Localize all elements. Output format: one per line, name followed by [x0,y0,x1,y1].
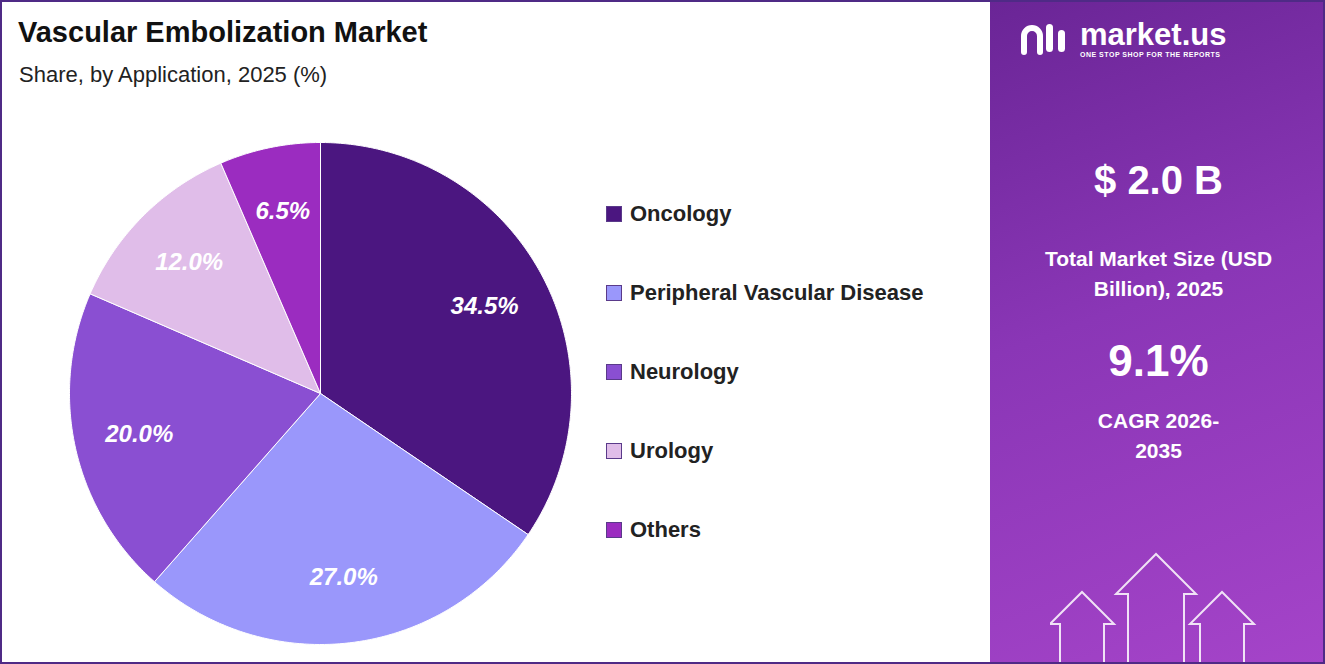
html-text:$ 2.0 B: $ 2.0 B [1094,158,1223,202]
html-text:Others: Others [630,517,701,542]
html-text:9.1%: 9.1% [1108,336,1209,385]
html-text:Neurology: Neurology [630,359,739,384]
html-text:market.us: market.us [1080,16,1227,52]
svg-text:12.0%: 12.0% [155,248,223,275]
html-text:Urology: Urology [630,438,714,463]
html-text:Total Market Size (USD Billion: Total Market Size (USD Billion), 2025 [1044,247,1273,300]
svg-text:6.5%: 6.5% [255,197,310,224]
html-text:CAGR 2026-2035: CAGR 2026-2035 [1097,409,1220,462]
html-text:Peripheral Vascular Disease: Peripheral Vascular Disease [630,280,924,305]
svg-text:34.5%: 34.5% [451,292,519,319]
html-text:Oncology: Oncology [630,201,732,226]
svg-text:27.0%: 27.0% [309,563,378,590]
html-text:ONE STOP SHOP FOR THE REPORTS: ONE STOP SHOP FOR THE REPORTS [1080,50,1221,58]
html-text:Share, by Application, 2025 (%: Share, by Application, 2025 (%) [19,62,328,87]
svg-text:20.0%: 20.0% [104,420,173,447]
html-text:Vascular Embolization Market: Vascular Embolization Market [18,16,428,48]
